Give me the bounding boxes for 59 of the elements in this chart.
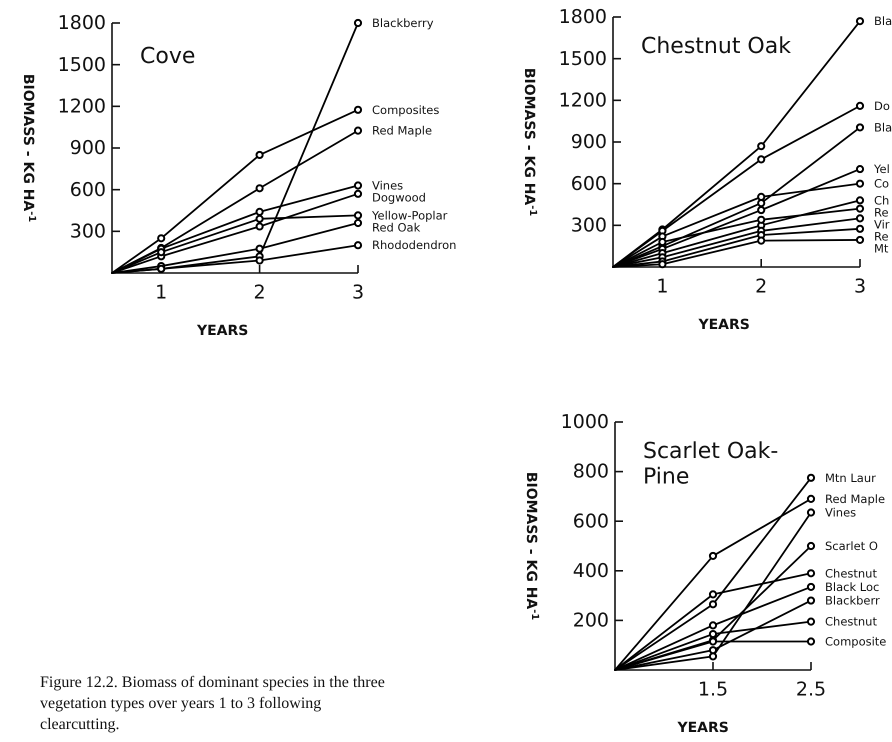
- text: Cove: [140, 44, 196, 69]
- series-label: Chestnut: [825, 614, 878, 629]
- y-tick-label: 600: [570, 172, 607, 195]
- x-axis-title: YEARS: [697, 317, 750, 333]
- series-label: Re: [874, 205, 889, 220]
- series-label: Vines: [825, 506, 856, 520]
- y-tick-label: 1800: [558, 6, 607, 28]
- series-label: Composites: [372, 102, 440, 117]
- x-tick-label: 2: [254, 281, 266, 304]
- series-label: Composite: [825, 634, 886, 649]
- series-label: Red Oak: [372, 220, 421, 234]
- series-label: Scarlet O: [825, 539, 878, 554]
- y-tick-label: 900: [70, 137, 106, 160]
- series-label: Mtn Laur: [825, 470, 876, 485]
- text: Chestnut Oak: [641, 34, 792, 59]
- caption: Figure 12.2. Biomass of dominant species in the three vegetation types over years 1 to 3 following clearcutting.: [40, 673, 386, 735]
- x-axis-title: YEARS: [196, 323, 248, 339]
- y-tick-label: 1500: [58, 54, 106, 76]
- series-label: Mt: [874, 241, 889, 256]
- series-label: Vines: [372, 178, 404, 193]
- series-label: Rhododendron: [372, 238, 456, 252]
- y-tick-label: 1200: [58, 95, 106, 118]
- x-axis-title: YEARS: [676, 720, 729, 736]
- y-tick-label: 300: [570, 214, 607, 236]
- x-tick-label: 1: [155, 281, 168, 304]
- y-tick-label: 800: [572, 460, 609, 483]
- series-label: Co: [874, 176, 890, 191]
- series-label: Blackberr: [825, 594, 880, 608]
- series-label: Dogwood: [372, 190, 426, 205]
- y-tick-label: 1000: [560, 411, 609, 434]
- x-tick-label: 3: [352, 281, 364, 304]
- x-tick-label: 1.5: [698, 678, 728, 700]
- y-tick-label: 200: [572, 609, 609, 632]
- series-label: Yellow-Poplar: [371, 208, 448, 222]
- series-label: Black Loc: [825, 580, 880, 594]
- y-tick-label: 900: [570, 131, 607, 154]
- x-tick-label: 2: [755, 275, 768, 298]
- series-label: Red Maple: [825, 492, 886, 506]
- series-label: Blackberry: [372, 16, 434, 30]
- y-tick-label: 600: [572, 510, 609, 532]
- series-label: Ch: [874, 193, 890, 208]
- y-tick-label: 1800: [58, 12, 106, 34]
- series-label: Bla: [874, 14, 892, 28]
- series-label: Re: [874, 229, 889, 244]
- y-tick-label: 1500: [558, 48, 607, 70]
- y-tick-label: 400: [572, 560, 609, 582]
- text: Scarlet Oak-Pine: [643, 439, 778, 490]
- series-label: Chestnut: [825, 566, 878, 580]
- x-tick-label: 3: [854, 275, 866, 298]
- series-label: Do: [874, 98, 890, 113]
- x-tick-label: 1: [656, 275, 668, 298]
- y-tick-label: 300: [70, 220, 106, 242]
- y-tick-label: 600: [70, 178, 106, 201]
- series-label: Yel: [873, 162, 890, 176]
- x-tick-label: 2.5: [796, 678, 826, 700]
- series-label: Bla: [874, 120, 892, 134]
- series-label: Vir: [874, 217, 890, 232]
- series-label: Red Maple: [372, 124, 432, 138]
- y-tick-label: 1200: [558, 89, 607, 112]
